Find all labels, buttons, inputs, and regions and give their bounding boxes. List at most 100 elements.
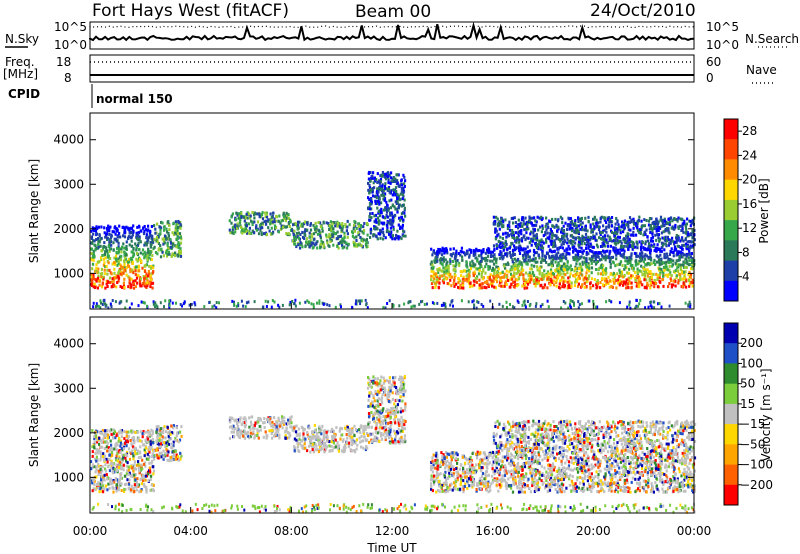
echo-cell — [640, 270, 643, 274]
echo-cell — [458, 261, 461, 265]
echo-cell — [533, 282, 536, 285]
echo-cell — [573, 303, 575, 307]
echo-cell — [550, 242, 553, 245]
echo-cell — [622, 223, 625, 227]
echo-cell — [578, 276, 581, 280]
echo-cell — [529, 280, 532, 284]
echo-cell — [681, 247, 684, 251]
echo-cell — [522, 219, 525, 223]
echo-cell — [168, 306, 171, 310]
echo-cell — [110, 459, 113, 463]
echo-cell — [601, 273, 604, 277]
echo-cell — [670, 279, 673, 282]
echo-cell — [534, 304, 537, 308]
echo-cell — [566, 237, 569, 241]
echo-cell — [564, 279, 567, 283]
echo-cell — [684, 253, 687, 257]
echo-cell — [337, 246, 340, 250]
echo-cell — [595, 282, 598, 286]
echo-cell — [329, 228, 332, 232]
echo-cell — [110, 272, 113, 276]
echo-cell — [168, 301, 171, 305]
echo-cell — [403, 198, 406, 202]
echo-cell — [112, 279, 115, 283]
echo-cell — [119, 439, 122, 443]
echo-cell — [662, 271, 665, 275]
echo-cell — [138, 469, 141, 473]
echo-cell — [364, 298, 367, 302]
echo-cell — [627, 278, 630, 282]
echo-cell — [132, 252, 135, 256]
echo-cell — [367, 172, 370, 175]
echo-cell — [231, 231, 234, 235]
echo-cell — [465, 277, 468, 281]
echo-cell — [358, 232, 361, 236]
echo-cell — [674, 223, 677, 227]
echo-cell — [577, 216, 580, 220]
echo-cell — [122, 234, 125, 238]
echo-cell — [119, 272, 122, 276]
echo-cell — [264, 299, 267, 303]
echo-cell — [145, 488, 148, 492]
echo-cell — [619, 239, 622, 243]
echo-cell — [561, 231, 564, 235]
echo-cell — [446, 251, 449, 255]
echo-cell — [329, 234, 332, 238]
echo-cell — [670, 274, 673, 277]
echo-cell — [178, 242, 181, 246]
echo-cell — [520, 266, 524, 269]
echo-cell — [550, 279, 553, 283]
echo-cell — [532, 257, 535, 261]
echo-cell — [127, 468, 130, 472]
echo-cell — [675, 274, 678, 278]
echo-cell — [653, 243, 656, 247]
echo-cell — [376, 193, 379, 197]
echo-cell — [292, 231, 295, 235]
echo-cell — [666, 275, 669, 278]
echo-cell — [136, 449, 139, 453]
freq-panel: Freq. [MHz] 18 8 60 0 Nave CPID normal 1… — [3, 54, 777, 108]
echo-cell — [558, 264, 561, 268]
echo-cell — [459, 283, 462, 287]
echo-cell — [145, 471, 148, 475]
echo-cell — [585, 243, 588, 247]
echo-cell — [660, 224, 663, 228]
noise-tick-high-right: 10^5 — [706, 20, 739, 34]
echo-cell — [108, 241, 111, 245]
echo-cell — [294, 222, 297, 226]
echo-cell — [503, 272, 506, 276]
echo-cell — [533, 228, 536, 232]
echo-cell — [339, 234, 343, 238]
echo-cell — [151, 455, 154, 459]
echo-cell — [101, 465, 104, 469]
echo-cell — [615, 279, 618, 283]
echo-cell — [375, 220, 378, 224]
echo-cell — [108, 281, 112, 284]
echo-cell — [233, 300, 235, 304]
echo-cell — [401, 197, 404, 201]
echo-cell — [540, 246, 543, 250]
echo-cell — [136, 243, 140, 247]
echo-cell — [573, 269, 576, 273]
echo-cell — [137, 460, 140, 464]
echo-cell — [686, 217, 689, 221]
echo-cell — [168, 224, 171, 227]
echo-cell — [139, 430, 142, 434]
echo-cell — [449, 253, 452, 257]
echo-cell — [326, 239, 329, 243]
echo-cell — [106, 488, 109, 492]
echo-cell — [149, 245, 152, 249]
echo-cell — [181, 304, 183, 308]
echo-cell — [553, 239, 556, 243]
echo-cell — [546, 252, 549, 255]
echo-cell — [108, 232, 111, 236]
echo-cell — [589, 223, 592, 227]
echo-cell — [162, 254, 165, 258]
echo-cell — [487, 283, 490, 287]
echo-cell — [603, 228, 606, 232]
echo-cell — [139, 445, 142, 449]
echo-cell — [494, 230, 497, 234]
echo-cell — [689, 273, 693, 277]
echo-cell — [666, 268, 669, 272]
echo-cell — [667, 261, 671, 265]
